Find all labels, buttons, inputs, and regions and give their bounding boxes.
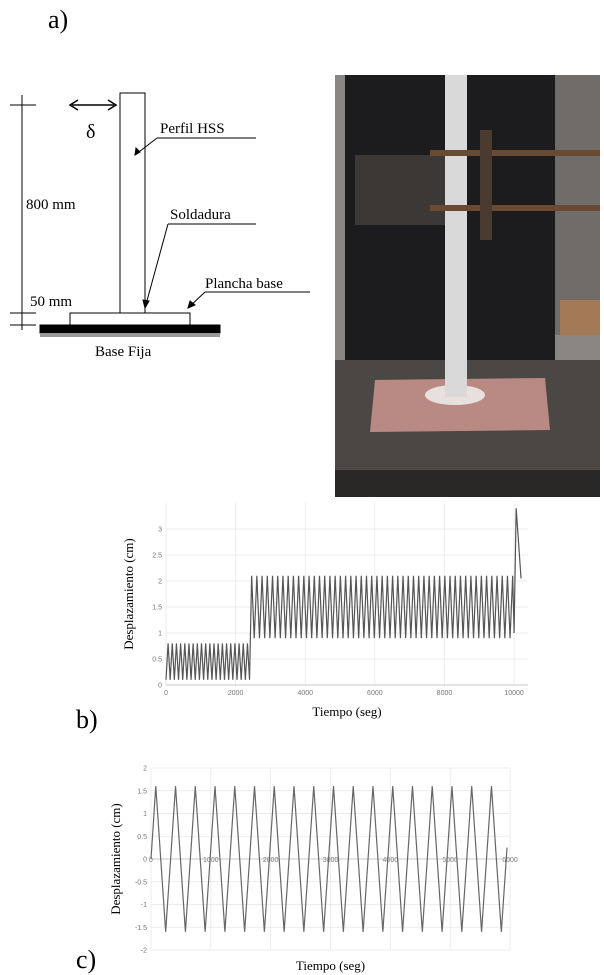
y-tick-label: 0.5 <box>152 657 162 664</box>
x-tick-label: 0 <box>149 857 153 864</box>
y-tick-label: -1.5 <box>135 925 147 932</box>
x-tick-label: 8000 <box>437 690 453 697</box>
part-label: Plancha base <box>205 276 283 292</box>
part-label: Perfil HSS <box>160 121 225 137</box>
y-tick-label: -0.5 <box>135 879 147 886</box>
x-tick-label: 5000 <box>442 857 458 864</box>
photo <box>335 75 600 497</box>
displacement-symbol: δ <box>86 121 95 143</box>
x-tick-label: 0 <box>164 690 168 697</box>
y-tick-label: 0 <box>143 857 147 864</box>
base-label: Base Fija <box>95 344 152 360</box>
y-tick-label: 2.5 <box>152 553 162 560</box>
y-tick-label: 0 <box>158 683 162 690</box>
y-tick-label: -1 <box>141 902 147 909</box>
y-tick-label: 1.5 <box>137 788 147 795</box>
panel-label: c) <box>76 945 96 974</box>
part-label: Soldadura <box>170 207 231 223</box>
y-axis-title: Desplazamiento (cm) <box>121 538 136 650</box>
data-line <box>165 508 522 680</box>
x-tick-label: 10000 <box>504 690 524 697</box>
x-tick-label: 6000 <box>502 857 518 864</box>
panel-label: b) <box>76 705 98 734</box>
x-axis-title: Tiempo (seg) <box>296 958 365 973</box>
y-tick-label: 0.5 <box>137 834 147 841</box>
panel-label: a) <box>48 5 68 34</box>
y-tick-label: 2 <box>143 766 147 773</box>
data-line <box>150 786 508 932</box>
y-tick-label: 1.5 <box>152 605 162 612</box>
dimension-label: 800 mm <box>26 197 76 213</box>
charts: 00.511.522.530 2000 4000 6000 8000 10000Despl… <box>108 503 528 973</box>
y-tick-label: 1 <box>143 811 147 818</box>
x-tick-label: 4000 <box>297 690 313 697</box>
y-tick-label: 2 <box>158 579 162 586</box>
y-axis-title: Desplazamiento (cm) <box>108 803 123 915</box>
dimension-label: 50 mm <box>30 294 72 310</box>
x-tick-label: 2000 <box>263 857 279 864</box>
x-axis-title: Tiempo (seg) <box>312 704 381 719</box>
x-tick-label: 4000 <box>383 857 399 864</box>
x-tick-label: 3000 <box>323 857 339 864</box>
x-tick-label: 2000 <box>228 690 244 697</box>
y-tick-label: 1 <box>158 631 162 638</box>
y-tick-label: 3 <box>158 527 162 534</box>
y-tick-label: -2 <box>141 948 147 955</box>
x-tick-label: 1000 <box>203 857 219 864</box>
schematic <box>10 92 310 337</box>
x-tick-label: 6000 <box>367 690 383 697</box>
